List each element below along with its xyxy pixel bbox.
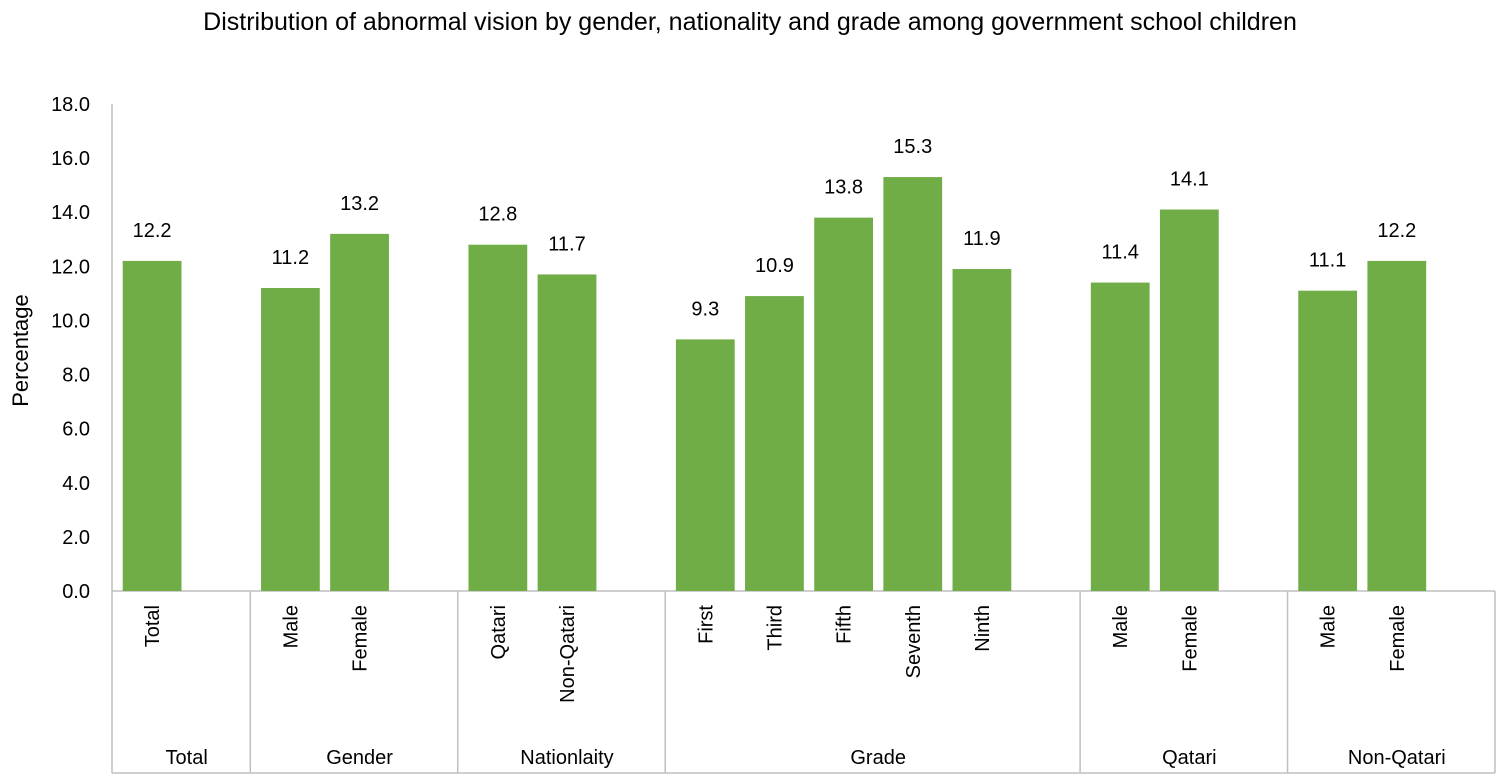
x-tick-label: Male (280, 605, 302, 648)
y-tick-label: 2.0 (62, 527, 90, 549)
data-label: 11.7 (548, 233, 585, 255)
bar (814, 217, 873, 591)
group-label: Qatari (1162, 747, 1216, 769)
group-label: Nationlaity (520, 747, 613, 769)
data-label: 11.1 (1309, 250, 1346, 272)
y-tick-label: 12.0 (51, 256, 90, 278)
bar (122, 260, 182, 591)
y-tick-label: 16.0 (51, 148, 90, 170)
x-tick-label: Total (142, 605, 164, 647)
bar (1298, 290, 1358, 591)
group-label: Gender (326, 747, 393, 769)
x-tick-label: Female (350, 605, 372, 672)
data-label: 11.2 (272, 247, 309, 269)
data-label: 12.2 (133, 220, 172, 242)
bar (468, 244, 528, 591)
data-label: 15.3 (893, 136, 932, 158)
bar (745, 296, 804, 591)
y-tick-label: 8.0 (62, 365, 90, 387)
group-label: Total (166, 747, 208, 769)
x-tick-label: Female (1179, 605, 1201, 672)
bar (1159, 209, 1219, 591)
x-tick-label: Male (1110, 605, 1132, 648)
y-tick-label: 6.0 (62, 419, 90, 441)
x-tick-label: Female (1387, 605, 1409, 672)
data-label: 14.1 (1170, 169, 1209, 191)
group-label: Grade (850, 747, 906, 769)
data-label: 12.8 (478, 204, 517, 226)
data-label: 10.9 (755, 255, 794, 277)
y-tick-label: 18.0 (51, 94, 90, 116)
data-label: 13.8 (824, 177, 863, 199)
y-tick-label: 0.0 (62, 581, 90, 603)
x-tick-label: Qatari (488, 605, 510, 659)
bar (330, 233, 389, 591)
data-label: 9.3 (691, 298, 719, 320)
x-tick-label: Seventh (903, 605, 925, 678)
y-tick-label: 14.0 (51, 202, 90, 224)
chart-title: Distribution of abnormal vision by gende… (203, 8, 1297, 36)
x-tick-label: Third (764, 605, 786, 651)
x-tick-label: First (695, 605, 717, 644)
data-label: 13.2 (340, 193, 379, 215)
x-tick-label: Non-Qatari (557, 605, 579, 703)
bar (537, 274, 597, 591)
x-tick-label: Fifth (834, 605, 856, 644)
data-label: 12.2 (1377, 220, 1416, 242)
y-axis-title: Percentage (8, 294, 33, 407)
y-tick-label: 10.0 (51, 310, 90, 332)
group-label: Non-Qatari (1348, 747, 1446, 769)
bar (883, 177, 943, 592)
data-label: 11.4 (1101, 242, 1138, 264)
bar (952, 269, 1012, 591)
x-tick-label: Male (1318, 605, 1340, 648)
y-tick-label: 4.0 (62, 473, 90, 495)
x-tick-label: Ninth (972, 605, 994, 652)
bar (261, 287, 320, 591)
bar (1367, 260, 1427, 591)
data-label: 11.9 (963, 228, 1000, 250)
bar (675, 339, 735, 591)
bar (1090, 282, 1150, 591)
